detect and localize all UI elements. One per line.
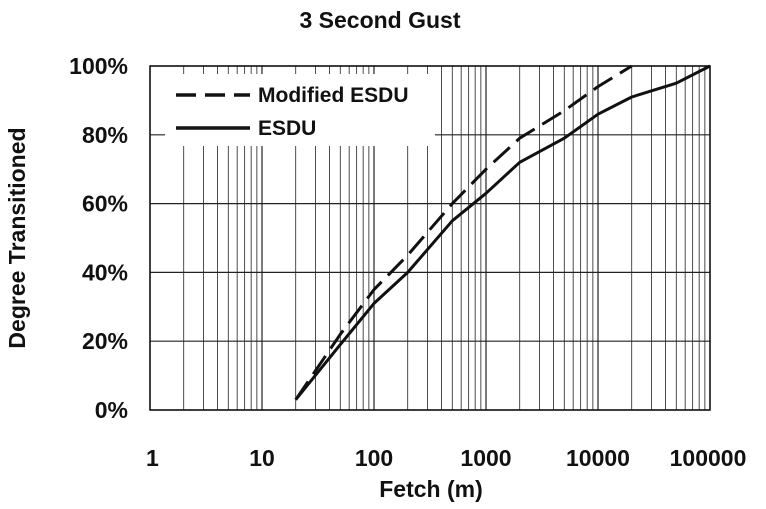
x-tick-label: 100000: [670, 445, 747, 471]
legend-label-esdu: ESDU: [258, 117, 316, 140]
chart-title: 3 Second Gust: [299, 7, 460, 33]
y-tick-label: 100%: [69, 53, 128, 79]
y-tick-labels: 0% 20% 40% 60% 80% 100%: [69, 53, 128, 423]
y-tick-label: 60%: [82, 191, 128, 217]
x-tick-label: 10000: [566, 445, 630, 471]
y-axis-label: Degree Transitioned: [4, 127, 30, 348]
y-tick-label: 80%: [82, 122, 128, 148]
legend: Modified ESDU ESDU: [165, 74, 435, 146]
plot-frame: [149, 65, 711, 411]
x-tick-label: 10: [249, 445, 275, 471]
legend-box: [165, 74, 435, 146]
x-tick-label: 100: [355, 445, 393, 471]
legend-label-modified-esdu: Modified ESDU: [258, 84, 409, 107]
x-axis-label: Fetch (m): [379, 476, 483, 502]
y-tick-label: 0%: [95, 397, 128, 423]
series-lines: [294, 64, 711, 401]
x-tick-label: 1000: [460, 445, 511, 471]
series-line-modified-esdu: [294, 64, 633, 401]
y-tick-label: 20%: [82, 328, 128, 354]
x-tick-labels: 1 10 100 1000 10000 100000: [146, 445, 746, 471]
series-line-esdu: [294, 64, 711, 401]
y-tick-label: 40%: [82, 259, 128, 285]
x-tick-label: 1: [146, 445, 159, 471]
